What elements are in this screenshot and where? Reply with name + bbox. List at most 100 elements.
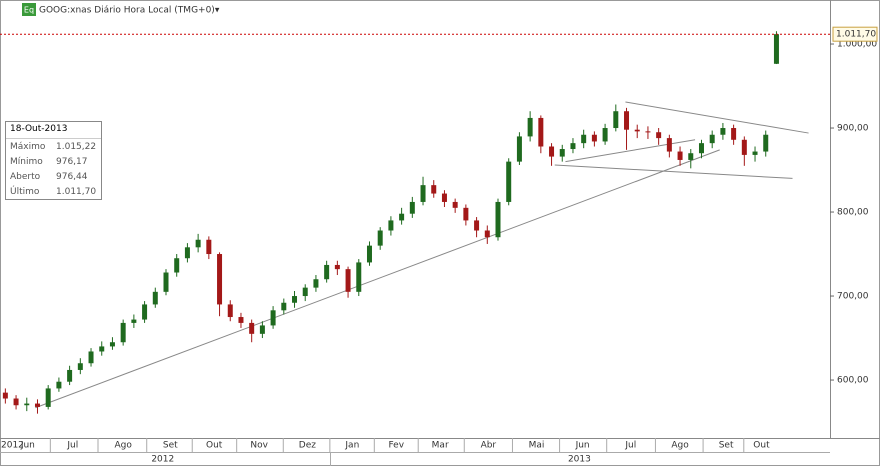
candle-body (688, 153, 694, 160)
candle-body (99, 346, 105, 352)
x-start-label: 2012 (1, 441, 24, 451)
candle-body (570, 143, 576, 150)
month-label: Out (206, 441, 223, 451)
candle-body (624, 111, 630, 130)
candle-body (377, 230, 383, 246)
candle-body (731, 128, 737, 140)
info-key: Máximo (10, 141, 46, 152)
month-label: Ago (114, 441, 132, 451)
candle-body (538, 117, 544, 147)
month-label: Mai (529, 441, 545, 451)
candle-body (227, 304, 233, 318)
candle-body (313, 279, 319, 288)
month-label: Ago (671, 441, 689, 451)
trendline (554, 164, 793, 179)
candle-body (195, 239, 201, 248)
info-value: 976,44 (56, 171, 88, 182)
candle-body (763, 134, 769, 152)
candle-body (77, 363, 83, 370)
candle-body (591, 134, 597, 142)
candle-body (45, 388, 51, 407)
candle-body (345, 269, 351, 292)
month-label: Jun (575, 441, 590, 451)
candle-body (634, 129, 640, 132)
candle-body (698, 143, 704, 154)
candle-body (163, 272, 169, 292)
candle-body (13, 398, 19, 406)
info-value: 1.011,70 (56, 186, 97, 197)
candle-body (120, 322, 126, 343)
info-box: 18-Out-2013 Máximo 1.015,22 Mínimo 976,17 Ab… (5, 121, 102, 200)
candle-body (270, 310, 276, 326)
candle-body (773, 34, 779, 64)
month-label: Mar (432, 441, 449, 451)
y-tick-label: 700,00 (837, 292, 869, 302)
candle-body (206, 239, 212, 255)
info-row: Último 1.011,70 (6, 184, 101, 199)
candle-body (752, 151, 758, 155)
month-label: Set (163, 441, 178, 451)
candle-body (741, 139, 747, 155)
y-tick-label: 600,00 (837, 376, 869, 386)
candle-body (67, 369, 73, 382)
candle-body (366, 245, 372, 263)
icon-label: Eq (24, 6, 34, 15)
candle-body (388, 220, 394, 231)
info-value: 1.015,22 (56, 141, 97, 152)
candle-body (495, 201, 501, 238)
month-label: Jul (624, 441, 636, 451)
last-price-label: 1.011,70 (836, 30, 876, 40)
candle-body (666, 138, 672, 152)
candle-body (399, 213, 405, 221)
candle-body (292, 296, 298, 303)
info-key: Mínimo (10, 156, 43, 167)
info-row: Aberto 976,44 (6, 169, 101, 184)
candle-body (24, 403, 30, 406)
candle-body (549, 146, 555, 157)
candle-body (324, 264, 330, 280)
y-tick-label: 900,00 (837, 124, 869, 134)
info-date: 18-Out-2013 (6, 122, 101, 139)
candle-body (249, 322, 255, 334)
month-label: Jul (66, 441, 78, 451)
candle-body (174, 258, 180, 273)
candle-body (677, 151, 683, 160)
candle-body (602, 128, 608, 142)
y-tick-label: 1.000,00 (837, 40, 877, 50)
candle-body (613, 111, 619, 129)
info-value: 976,17 (56, 156, 88, 167)
candle-body (474, 220, 480, 231)
candle-body (2, 392, 8, 399)
trendline (35, 149, 720, 409)
candle-body (334, 264, 340, 270)
year-label: 2013 (568, 455, 591, 465)
month-label: Dez (299, 441, 316, 451)
candle-body (109, 342, 115, 347)
trendline (625, 101, 809, 134)
info-row: Máximo 1.015,22 (6, 139, 101, 154)
month-label: Nov (250, 441, 268, 451)
candle-body (217, 254, 223, 305)
month-label: Out (753, 441, 770, 451)
candle-body (131, 319, 137, 323)
candle-body (516, 136, 522, 162)
candle-body (484, 230, 490, 238)
month-label: Jun (20, 441, 35, 451)
candle-body (88, 351, 94, 364)
candle-body (420, 185, 426, 202)
candle-body (34, 403, 40, 407)
info-key: Último (10, 186, 40, 197)
chart-title: GOOG:xnas Diário Hora Local (TMG+0)▾ (39, 6, 220, 16)
candle-body (431, 185, 437, 194)
info-row: Mínimo 976,17 (6, 154, 101, 169)
candle-body (452, 201, 458, 208)
candle-body (559, 149, 565, 157)
candle-body (184, 247, 190, 259)
candle-body (259, 325, 265, 334)
month-label: Fev (388, 441, 404, 451)
candle-body (281, 302, 287, 311)
candle-body (238, 317, 244, 323)
